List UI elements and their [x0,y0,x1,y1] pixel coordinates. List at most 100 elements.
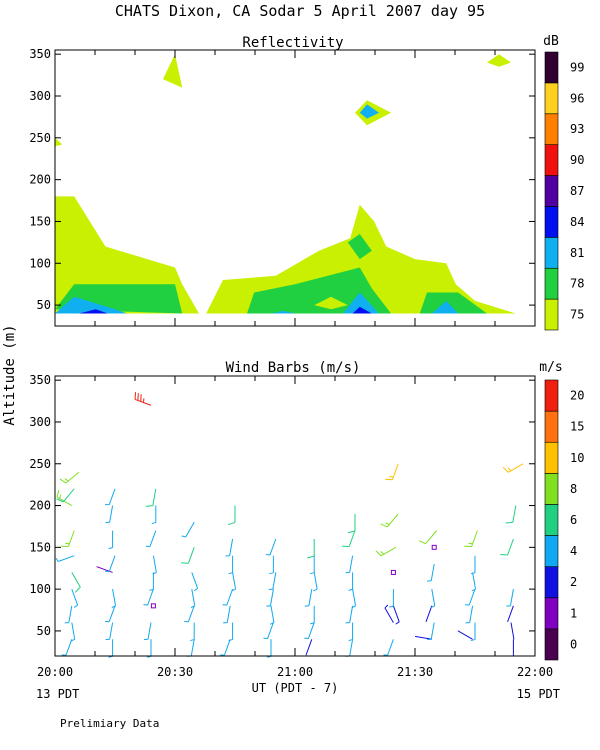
wind-barb-staff [272,572,277,590]
wind-barb [108,639,114,658]
wind-barb-half-feather [269,572,274,575]
reflectivity-y-tick-label-350: 350 [29,47,51,61]
wind-y-tick-label-300: 300 [29,415,51,429]
wind-y-tick-label-350: 350 [29,373,51,387]
wind-barb [471,572,477,592]
wind-barb-half-feather [471,588,476,592]
wind-barb-feather [464,545,472,548]
wind-barb [269,605,275,625]
reflectivity-y-tick-label-50: 50 [37,298,51,312]
wind-x-tick-label-3: 21:30 [397,665,433,679]
wind-barb-staff [71,622,76,640]
wind-barb-staff [269,538,277,556]
wind-barb [143,622,152,641]
wind-barb [145,488,157,507]
wind-barb-calm [390,569,396,575]
wind-barb-feather [134,392,137,400]
wind-barb-half-feather [385,522,390,526]
reflectivity-y-tick-label-150: 150 [29,214,51,228]
wind-barb [425,605,433,622]
wind-barb-staff [185,522,195,538]
wind-barb-staff [96,566,113,573]
wind-barb [146,639,152,658]
wind-colorbar-level-7: 15 [570,420,584,434]
reflectivity-y-tick-label-250: 250 [29,131,51,145]
wind-barb-half-feather [59,494,62,499]
wind-barb-staff [384,607,394,623]
wind-barb-half-feather [348,639,353,642]
reflectivity-colorbar-level-2: 81 [570,246,584,260]
reflectivity-y-tick-label-100: 100 [29,256,51,270]
wind-barb [263,622,274,640]
wind-colorbar-swatch-0 [544,628,559,661]
wind-barb-staff [108,488,116,505]
reflectivity-colorbar-swatch-2 [544,237,559,269]
wind-barb [347,513,356,534]
wind-barb [105,622,114,641]
wind-barb [345,639,354,657]
wind-barb-staff [392,605,400,622]
wind-barb [134,392,152,406]
wind-colorbar-level-5: 8 [570,482,577,496]
reflectivity-contour-81 [343,292,379,314]
wind-barb-staff [507,538,514,556]
reflectivity-contour-81 [271,310,295,314]
wind-barb [184,605,195,623]
wind-barbs-x-axis: 20:00 20:30 21:00 21:30 22:00 [37,376,553,679]
wind-barb [310,605,315,625]
wind-barb-staff [152,488,157,506]
wind-barb [427,563,435,582]
wind-barb [465,588,476,606]
wind-barb-staff [269,589,274,606]
wind-barbs-title: Wind Barbs (m/s) [226,360,361,376]
wind-barb-staff [430,622,435,640]
wind-barb [470,555,476,575]
wind-barb-feather [418,540,426,545]
wind-colorbar-level-3: 4 [570,544,577,558]
wind-barb-half-feather [190,639,195,642]
wind-barb-feather [500,553,508,556]
wind-colorbar-level-2: 2 [570,575,577,589]
wind-barb-feather [227,522,236,526]
wind-barb-staff [313,572,318,590]
wind-colorbar-swatch-8 [544,379,559,412]
wind-barb [345,555,354,574]
wind-y-tick-label-200: 200 [29,499,51,513]
wind-barb-staff [267,622,274,639]
wind-barb-staff [509,589,514,606]
wind-colorbar-swatch-5 [544,473,559,505]
wind-barb-staff [191,572,199,589]
wind-barbs-colorbar-unit: m/s [539,360,562,375]
wind-colorbar-level-1: 1 [570,606,577,620]
wind-x-tick-label-2: 21:00 [277,665,313,679]
wind-barb-feather [341,545,350,548]
wind-barb-staff [507,605,514,622]
wind-barb-staff [349,555,354,573]
wind-colorbar-level-0: 0 [570,637,577,651]
wind-barb-half-feather [149,588,154,591]
reflectivity-y-tick-label-200: 200 [29,173,51,187]
reflectivity-title: Reflectivity [242,35,343,51]
wind-colorbar-swatch-7 [544,410,559,443]
wind-barb-feather [59,478,67,484]
wind-colorbar-level-8: 20 [570,389,584,403]
wind-barb-half-feather [228,639,233,642]
reflectivity-y-axis: 50 100 150 200 250 300 350 [29,47,535,312]
wind-barb-staff [58,555,75,562]
wind-barb [500,538,514,556]
wind-barb [502,463,524,473]
x-axis-label: UT (PDT - 7) [252,681,339,695]
wind-barb [313,572,318,592]
wind-barb-staff [232,572,237,590]
wind-barb-staff [472,572,477,590]
wind-barb-staff [270,605,275,623]
wind-barb [266,639,272,658]
reflectivity-contours [55,54,516,314]
wind-barb-half-feather [70,638,75,642]
wind-y-tick-label-50: 50 [37,624,51,638]
reflectivity-colorbar-level-3: 84 [570,215,584,229]
wind-barb [70,622,76,642]
wind-barb-half-feather [152,571,157,575]
reflectivity-contour-81 [431,300,459,314]
